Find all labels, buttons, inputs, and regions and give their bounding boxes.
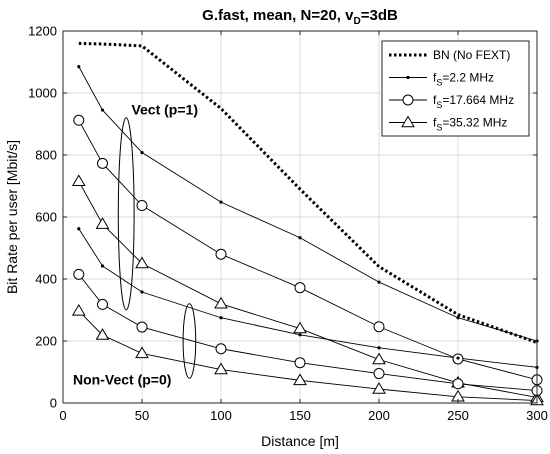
ticks: 0 50 100 150 200 250 300 0 200 400 600 800 1000 1200 <box>28 24 548 424</box>
legend-label: fS=17.664 MHz <box>433 93 514 110</box>
series-line <box>78 120 538 381</box>
y-tick-label: 200 <box>35 334 57 349</box>
legend-marker-triangle <box>401 115 415 128</box>
data-point-dot <box>298 236 302 240</box>
x-tick-label: 300 <box>526 408 548 423</box>
data-point-dot <box>140 150 144 155</box>
legend-label: BN (No FEXT) <box>433 48 510 62</box>
x-tick-label: 100 <box>210 408 232 423</box>
data-point-dot <box>77 65 81 69</box>
data-point-circle <box>97 298 108 310</box>
data-point-circle <box>452 378 464 390</box>
data-point-triangle <box>135 346 149 359</box>
y-tick-label: 1000 <box>28 86 57 101</box>
data-point-dot <box>298 333 302 337</box>
data-point-circle <box>294 282 306 294</box>
y-tick-label: 0 <box>50 396 57 411</box>
x-tick-label: 0 <box>59 408 66 423</box>
data-point-circle <box>136 200 148 212</box>
annotation-ellipse <box>182 303 197 379</box>
data-point-triangle <box>71 174 86 187</box>
x-tick-label: 250 <box>447 408 469 423</box>
annotation-label: Non-Vect (p=0) <box>73 371 171 387</box>
data-point-dot <box>456 316 460 320</box>
title-sub: D <box>353 16 360 27</box>
data-point-dot <box>377 346 381 350</box>
markers-layer <box>71 65 544 406</box>
series-line <box>78 181 538 398</box>
annotation-ellipse <box>117 117 135 311</box>
legend: BN (No FEXT) fS=2.2 MHz fS=17.664 MHz fS=35… <box>381 40 530 137</box>
legend-label: fS=2.2 MHz <box>433 71 494 88</box>
data-point-circle <box>215 248 227 260</box>
x-tick-label: 50 <box>135 408 149 423</box>
data-point-triangle <box>214 296 228 309</box>
data-point-triangle <box>95 328 110 340</box>
data-point-dot <box>219 200 223 204</box>
data-point-circle <box>136 321 148 333</box>
data-point-circle <box>73 268 85 280</box>
series-layer <box>78 41 538 401</box>
data-point-circle <box>373 321 385 333</box>
series-line <box>78 310 538 401</box>
data-point-triangle <box>71 303 86 316</box>
data-point-circle <box>215 343 227 355</box>
data-point-dot <box>77 227 81 231</box>
chart-title: G.fast, mean, N=20, vD=3dB <box>202 7 398 27</box>
series-line <box>78 228 538 368</box>
annotation-label: Vect (p=1) <box>131 102 198 118</box>
annotations: Vect (p=1) Non-Vect (p=0) <box>73 102 198 388</box>
data-point-triangle <box>214 362 228 375</box>
data-point-triangle <box>135 256 149 269</box>
data-point-dot <box>100 108 105 112</box>
data-point-triangle <box>293 373 307 386</box>
y-tick-label: 1200 <box>28 24 57 39</box>
data-point-circle <box>97 157 108 169</box>
data-point-triangle <box>95 217 110 229</box>
legend-marker-dot <box>406 75 410 80</box>
data-point-dot <box>377 280 381 284</box>
data-point-dot <box>219 316 223 320</box>
y-tick-label: 800 <box>35 148 57 163</box>
series-line <box>78 274 538 392</box>
data-point-circle <box>294 357 306 369</box>
legend-label: fS=35.32 MHz <box>433 116 507 133</box>
x-tick-label: 150 <box>289 408 311 423</box>
y-tick-label: 400 <box>35 272 57 287</box>
data-point-dot <box>140 290 144 294</box>
y-tick-label: 600 <box>35 210 57 225</box>
legend-marker-circle <box>402 94 414 106</box>
data-point-dot <box>456 356 460 360</box>
x-tick-label: 200 <box>368 408 390 423</box>
data-point-triangle <box>372 382 386 394</box>
data-point-triangle <box>293 321 307 334</box>
x-axis-label: Distance [m] <box>261 433 339 449</box>
y-axis-label: Bit Rate per user [Mbit/s] <box>4 140 20 294</box>
data-point-triangle <box>372 352 386 365</box>
series-line <box>78 66 538 342</box>
series-line <box>78 41 538 344</box>
data-point-circle <box>373 368 385 380</box>
data-point-circle <box>73 114 85 126</box>
data-point-dot <box>100 264 105 268</box>
title-main: G.fast, mean, N=20, v <box>202 7 354 24</box>
title-tail: =3dB <box>361 7 398 24</box>
